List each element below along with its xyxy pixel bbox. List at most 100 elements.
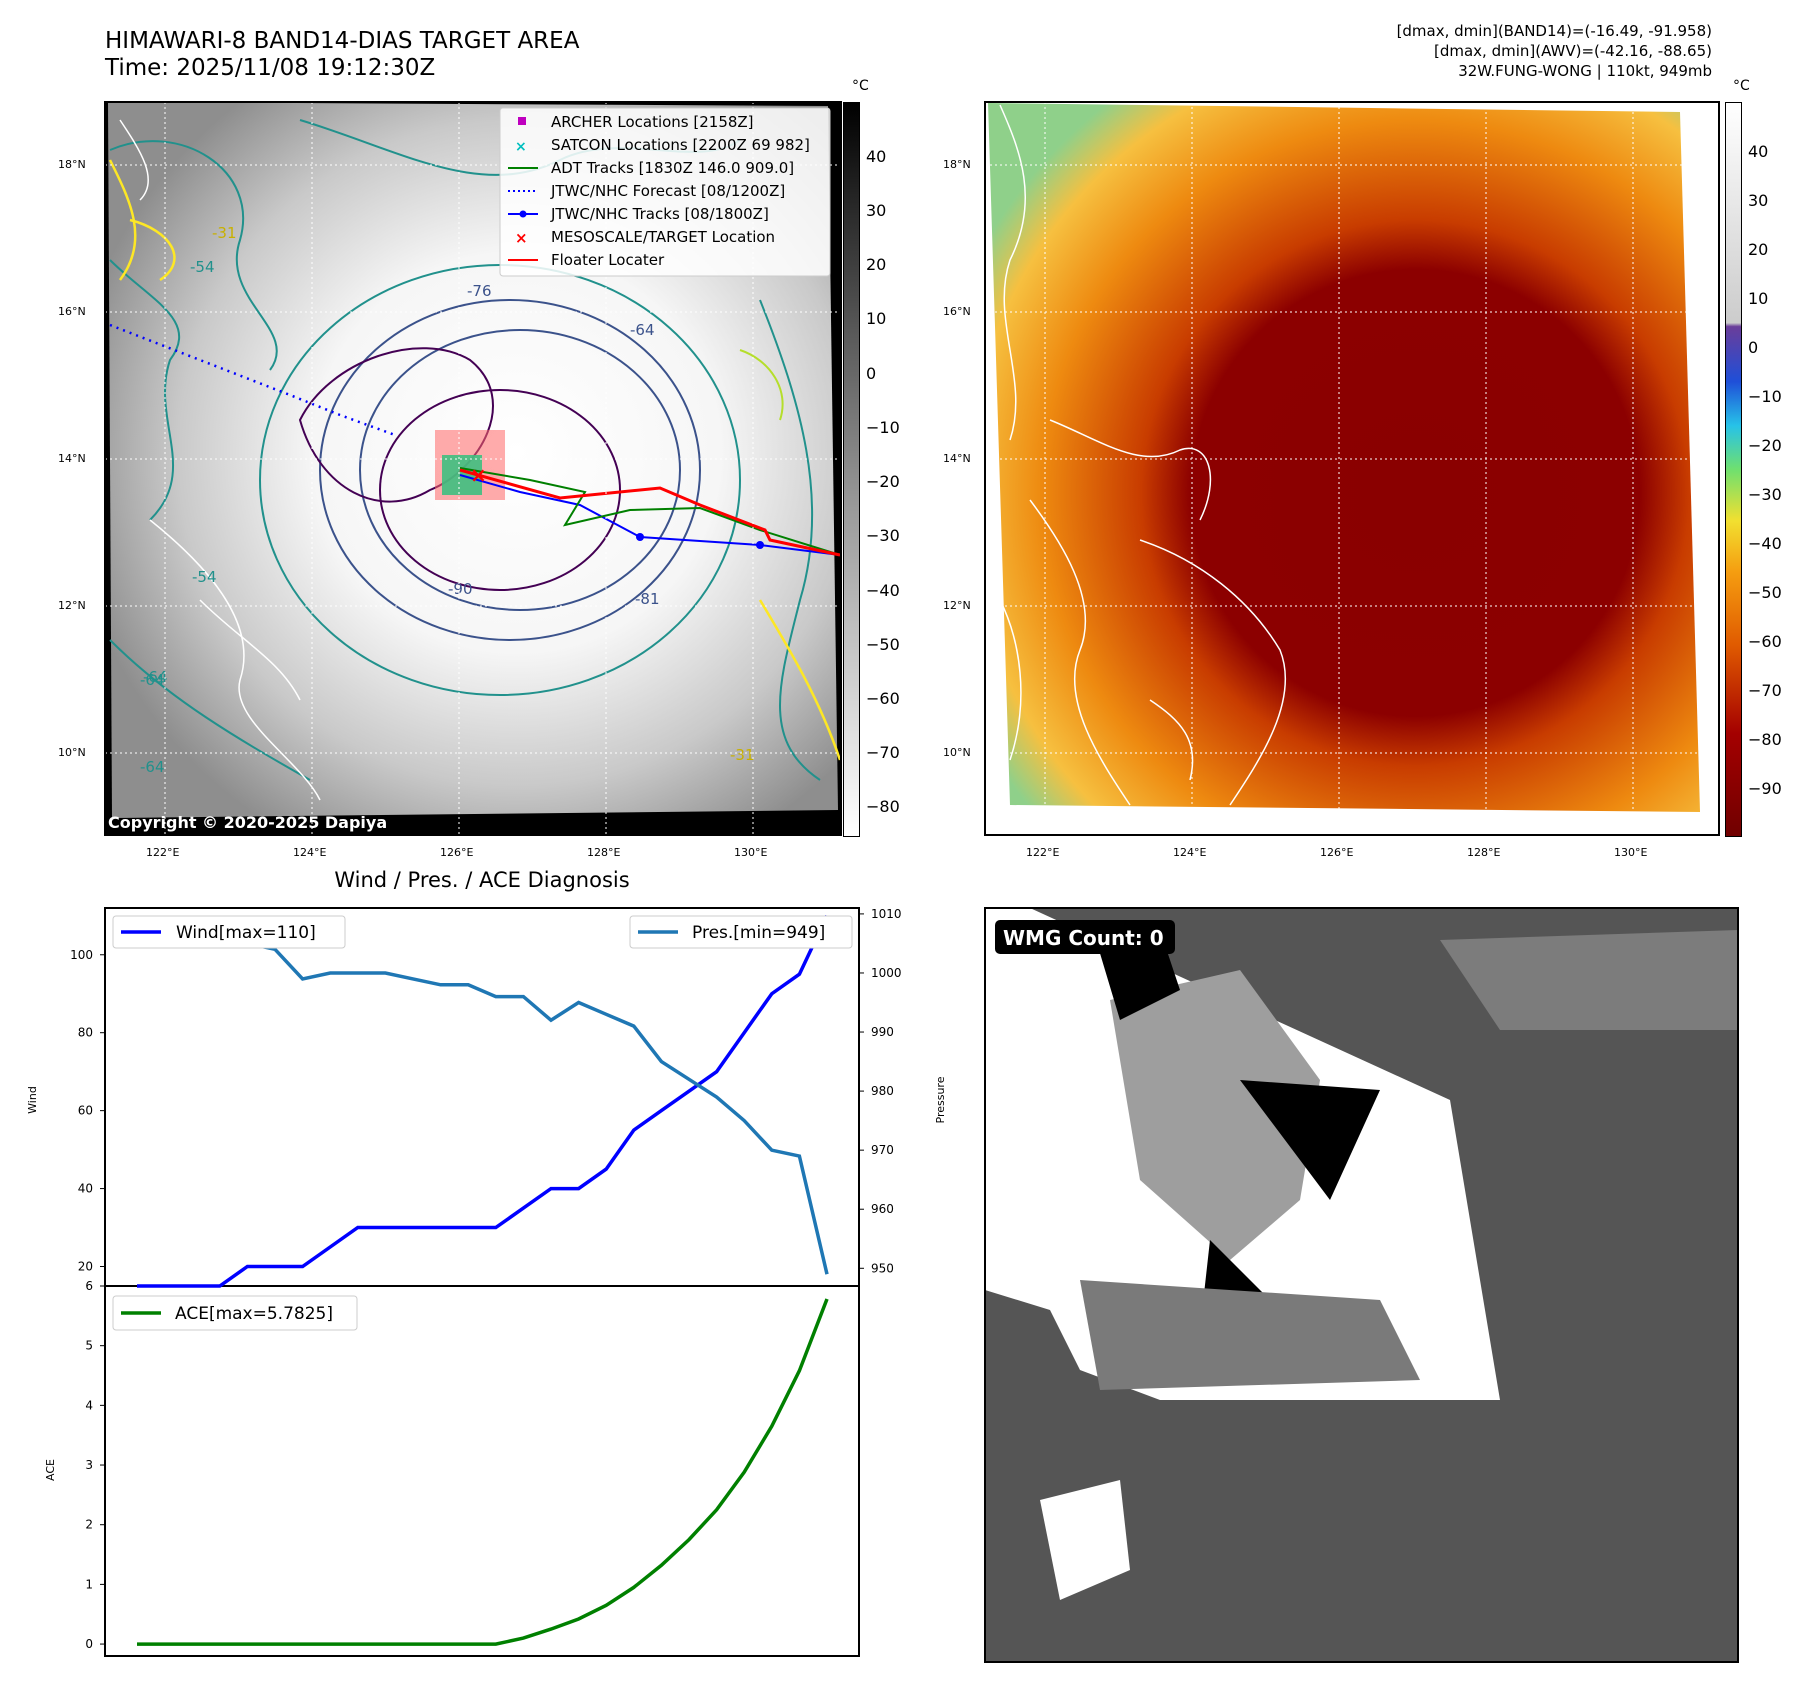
legend-item: SATCON Locations [2200Z 69 982] [551, 136, 810, 154]
colorbar-tick: −40 [1748, 534, 1782, 553]
colorbar-tick: 40 [866, 147, 887, 166]
colorbar-tick: −30 [1748, 485, 1782, 504]
color-ir-imagery [988, 103, 1700, 812]
colorbar-gray-unit: °C [852, 78, 869, 94]
jtwc-track-point [756, 541, 764, 549]
color-ir-panel [984, 101, 1720, 836]
legend-item: ADT Tracks [1830Z 146.0 909.0] [551, 159, 794, 177]
tick-label: 2 [85, 1518, 93, 1532]
pressure-legend-label: Pres.[min=949] [692, 923, 825, 943]
mesoscale-target-marker: × [470, 463, 487, 487]
tick-label: 3 [85, 1458, 93, 1472]
contour-labels: -76 -64 -90 -81 -64 -54 -31 -54 -64 -64 … [140, 224, 755, 776]
colorbar-tick: −10 [1748, 387, 1782, 406]
tick-label: 6 [85, 1279, 93, 1293]
wmg-count-badge [995, 920, 1175, 954]
chart-title-line1: HIMAWARI-8 BAND14-DIAS TARGET AREA [105, 28, 580, 54]
contour-label: -76 [467, 282, 492, 300]
wmg-black-patch [1240, 1080, 1380, 1200]
tick-label: 1000 [871, 966, 902, 980]
contour-label: -54 [190, 258, 215, 276]
colorbar-tick: −90 [1748, 779, 1782, 798]
jtwc-track [459, 474, 841, 556]
lon-label-right: 122°E [1026, 846, 1060, 859]
ir-map-panel: × -76 -64 -90 -81 -64 -54 -31 -54 -64 -6… [104, 101, 842, 836]
colorbar-tick: 20 [866, 255, 887, 274]
pressure-legend [629, 915, 853, 949]
legend-item: ARCHER Locations [2158Z] [551, 113, 754, 131]
storm-tracks: × [109, 323, 841, 557]
lon-label: 128°E [587, 846, 621, 859]
tick-label: 5 [85, 1339, 93, 1353]
wind-legend-label: Wind[max=110] [176, 923, 316, 943]
ace-series-line [137, 1298, 829, 1646]
colorbar-tick: −70 [866, 743, 900, 762]
contour-label: -90 [448, 580, 473, 598]
contour-label: -54 [192, 568, 217, 586]
lat-label: 12°N [58, 599, 86, 612]
colorbar-tick: 0 [866, 364, 877, 383]
colorbar-tick: −20 [1748, 436, 1782, 455]
tick-label: 990 [871, 1025, 894, 1039]
contour-label: -64 [143, 668, 168, 686]
wind-axis-label: Wind [26, 1086, 39, 1114]
tick-label: 4 [85, 1398, 93, 1412]
contour-label: -64 [140, 758, 165, 776]
lat-label-right: 18°N [943, 158, 971, 171]
tick-label: 60 [78, 1104, 93, 1118]
tick-label: 970 [871, 1143, 894, 1157]
target-marker-icon: × [515, 229, 528, 247]
colorbar-tick: 30 [1748, 191, 1769, 210]
legend-item: Floater Locater [551, 251, 665, 269]
wmg-lower-core [1080, 1280, 1420, 1390]
colorbar-tick: −50 [1748, 583, 1782, 602]
pres-y-ticks: 950 960 970 980 990 1000 1010 [859, 907, 902, 1275]
color-gridlines [985, 102, 1719, 835]
colorbar-tick: −60 [866, 689, 900, 708]
jtwc-track-point [636, 533, 644, 541]
tick-label: 20 [78, 1260, 93, 1274]
colorbar-tick: 40 [1748, 142, 1769, 161]
tick-label: 100 [70, 948, 93, 962]
tick-label: 1 [85, 1577, 93, 1591]
colorbar-tick: −70 [1748, 681, 1782, 700]
tick-label: 40 [78, 1182, 93, 1196]
colorbar-tick: 0 [1748, 338, 1759, 357]
legend-box [499, 107, 831, 277]
colorbar-color-unit: °C [1733, 78, 1750, 94]
ace-axes [104, 1285, 860, 1657]
diagnosis-title: Wind / Pres. / ACE Diagnosis [334, 868, 630, 892]
adt-track [459, 467, 841, 556]
colorbar-tick: 30 [866, 201, 887, 220]
lon-label-right: 130°E [1614, 846, 1648, 859]
lon-label: 124°E [293, 846, 327, 859]
info-line2: [dmax, dmin](AWV)=(-42.16, -88.65) [1433, 42, 1712, 60]
colorbar-tick: 20 [1748, 240, 1769, 259]
wind-legend [112, 915, 346, 949]
pressure-axis-label: Pressure [934, 1076, 947, 1123]
floater-track [459, 468, 841, 557]
chart-title-line2: Time: 2025/11/08 19:12:30Z [105, 55, 436, 81]
colorbar-tick: −60 [1748, 632, 1782, 651]
colorbar-tick: −30 [866, 526, 900, 545]
contour-label: -31 [730, 746, 755, 764]
contour-label: -64 [630, 321, 655, 339]
wmg-white-patch [1040, 1480, 1130, 1600]
lon-label-right: 126°E [1320, 846, 1354, 859]
ace-legend [112, 1295, 358, 1331]
contour-label: -64 [140, 671, 165, 689]
tick-label: 960 [871, 1202, 894, 1216]
lat-label-right: 16°N [943, 305, 971, 318]
tick-label: 980 [871, 1084, 894, 1098]
satcon-marker-icon: × [515, 139, 527, 155]
lat-label: 10°N [58, 746, 86, 759]
tick-label: 80 [78, 1026, 93, 1040]
colorbar-tick: 10 [866, 309, 887, 328]
contour-label: -81 [635, 590, 660, 608]
lat-label: 14°N [58, 452, 86, 465]
colorbar-tick: −50 [866, 635, 900, 654]
lat-label: 16°N [58, 305, 86, 318]
ace-y-ticks: 0 1 2 3 4 5 6 [85, 1279, 105, 1651]
coastlines [999, 104, 1287, 806]
